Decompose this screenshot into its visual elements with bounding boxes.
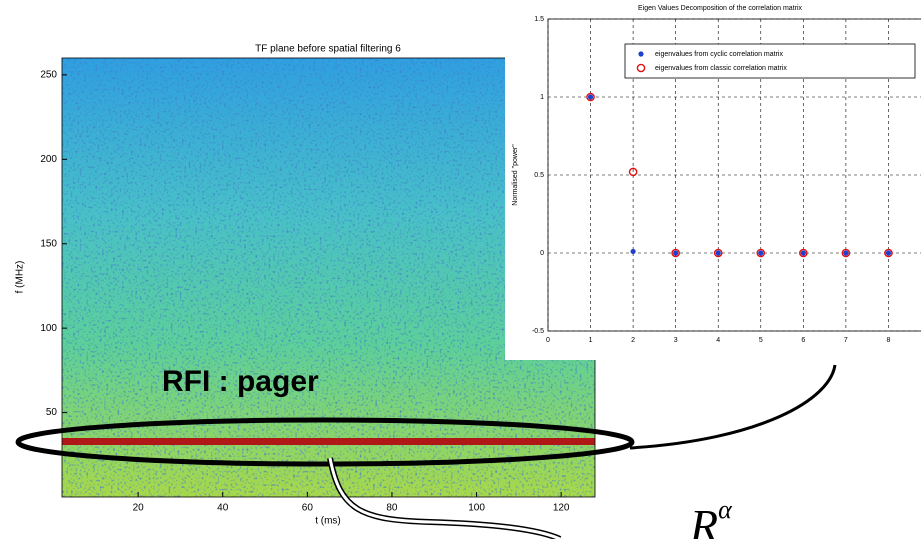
legend-marker [638,51,644,57]
point [841,248,851,258]
x-tick-label: 5 [759,337,763,344]
formula-sup: α [718,495,733,524]
legend-box [624,43,916,79]
x-tick-label: 6 [801,337,805,344]
x-tick-label: 3 [674,337,678,344]
y-tick-label: 100 [40,323,57,334]
y-tick-label: 200 [40,154,57,165]
x-tick-label: 1 [589,337,593,344]
y-axis-label: f (MHz) [15,261,26,294]
x-tick-label: 100 [468,503,485,514]
y-tick-label: 0 [540,250,544,257]
x-tick-label: 8 [886,337,890,344]
x-tick-label: 20 [133,503,145,514]
point [628,167,638,177]
x-tick-label: 80 [386,503,398,514]
x-tick-label: 120 [553,503,570,514]
y-tick-label: 50 [46,407,58,418]
x-tick-label: 0 [546,337,550,344]
point [630,248,636,255]
point [884,248,893,258]
x-tick-label: 40 [217,503,229,514]
point [673,250,679,256]
x-tick-label: 4 [716,337,720,344]
eigen-chart: Eigen Values Decomposition of the correl… [512,5,921,368]
x-axis-label: eigenvalues [701,361,739,368]
point [587,94,594,100]
y-tick-label: 0.5 [534,172,544,179]
connector-inner [328,457,561,539]
y-tick-label: 1 [540,94,544,101]
y-tick-label: -0.5 [532,328,544,335]
point [713,248,723,258]
x-tick-label: 2 [631,337,635,344]
point [758,250,764,256]
y-tick-label: 150 [40,238,57,249]
x-axis-label: t (ms) [315,516,341,527]
legend-label: eigenvalues from classic correlation mat… [655,65,787,72]
formula-base: R [689,500,718,539]
connector [629,364,837,450]
point [800,250,806,256]
annotation: RFI : pager [162,365,319,398]
rfi-line [62,438,595,445]
highlight-ellipse [15,417,635,467]
y-axis-label: Normalised "power" [512,144,519,206]
x-tick-label: 60 [302,503,314,514]
x-tick-label: 7 [844,337,848,344]
point [843,250,849,256]
y-tick-label: 1.5 [534,16,544,23]
formula: Rα [689,495,733,539]
y-tick-label: 250 [40,70,57,81]
chart-title: Eigen Values Decomposition of the correl… [638,5,803,12]
point [715,250,721,256]
chart-title: TF plane before spatial filtering 6 [255,44,401,55]
legend-label: eigenvalues from cyclic correlation matr… [655,51,783,58]
point [671,248,680,258]
point [756,248,766,258]
connectors [15,364,837,539]
point [586,92,595,102]
legend-marker [636,63,646,73]
point [799,248,808,258]
point [885,250,892,256]
